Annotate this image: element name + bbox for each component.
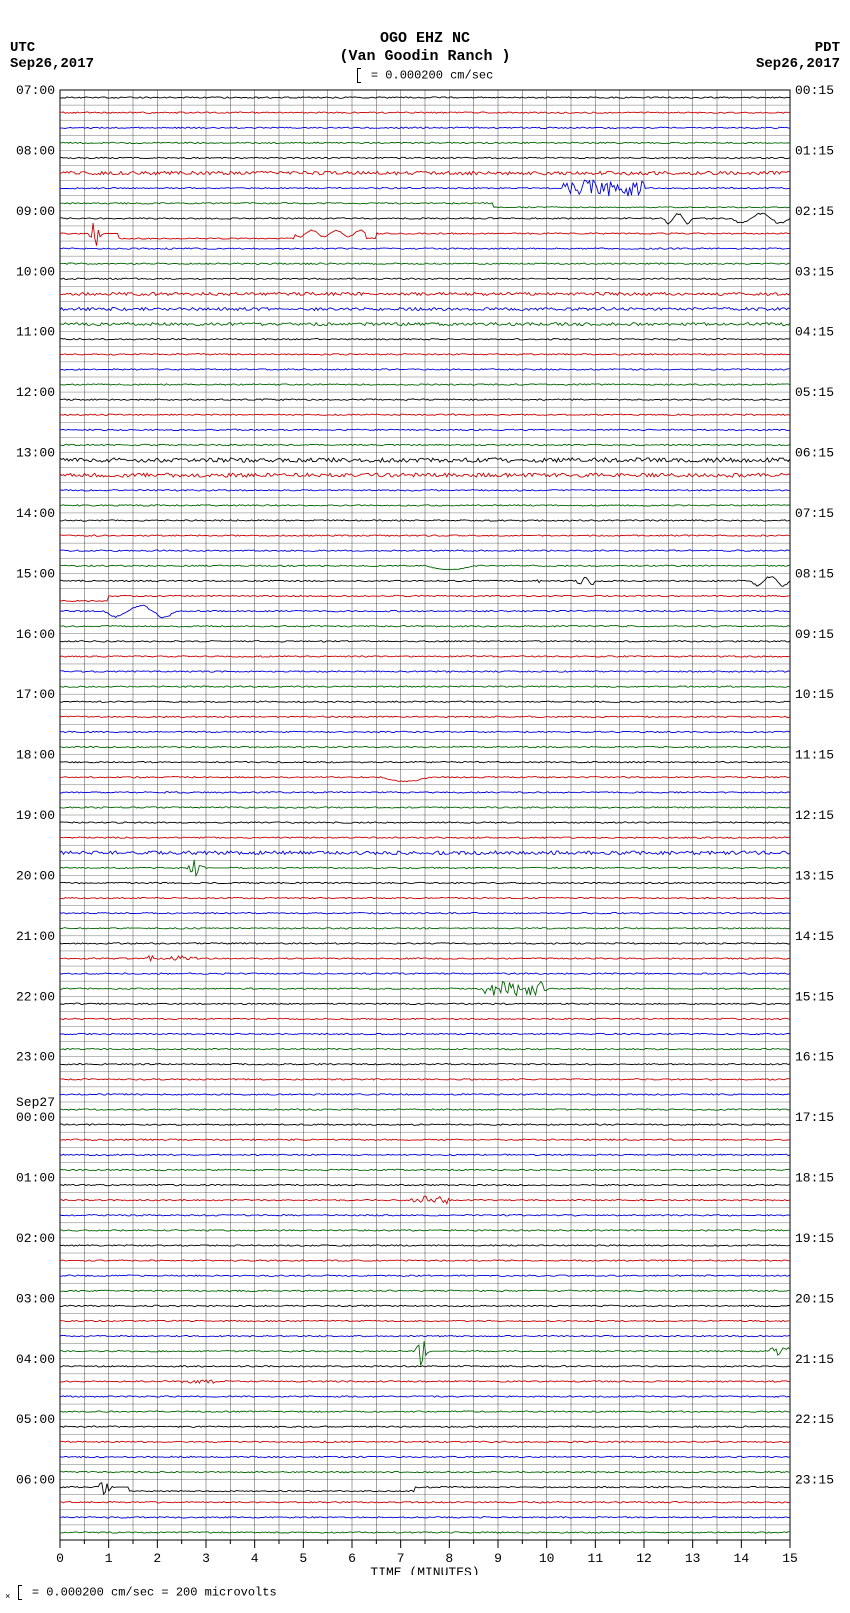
svg-text:02:15: 02:15 [795,204,834,219]
svg-text:12:15: 12:15 [795,808,834,823]
svg-text:11:15: 11:15 [795,748,834,763]
svg-text:12: 12 [636,1551,652,1566]
svg-text:09:00: 09:00 [16,204,55,219]
footer-text: = 0.000200 cm/sec = 200 microvolts [32,1586,277,1600]
svg-text:3: 3 [202,1551,210,1566]
svg-text:04:00: 04:00 [16,1352,55,1367]
svg-text:13: 13 [685,1551,701,1566]
svg-text:18:15: 18:15 [795,1171,834,1186]
svg-text:6: 6 [348,1551,356,1566]
svg-text:01:15: 01:15 [795,143,834,158]
svg-text:11:00: 11:00 [16,325,55,340]
svg-text:22:15: 22:15 [795,1412,834,1427]
svg-text:06:00: 06:00 [16,1473,55,1488]
svg-text:07:00: 07:00 [16,85,55,98]
scale-text: = 0.000200 cm/sec [371,69,493,83]
svg-text:02:00: 02:00 [16,1231,55,1246]
svg-text:18:00: 18:00 [16,748,55,763]
svg-text:15:00: 15:00 [16,566,55,581]
svg-text:10:15: 10:15 [795,687,834,702]
svg-text:08:15: 08:15 [795,566,834,581]
svg-text:20:15: 20:15 [795,1291,834,1306]
svg-text:19:15: 19:15 [795,1231,834,1246]
svg-text:14:00: 14:00 [16,506,55,521]
svg-text:5: 5 [299,1551,307,1566]
svg-text:2: 2 [153,1551,161,1566]
svg-text:06:15: 06:15 [795,446,834,461]
scale-bar-icon [18,1585,22,1600]
svg-text:10: 10 [539,1551,555,1566]
svg-text:05:15: 05:15 [795,385,834,400]
seismogram-chart: 0123456789101112131415TIME (MINUTES)07:0… [0,85,850,1575]
svg-text:17:15: 17:15 [795,1110,834,1125]
svg-text:15: 15 [782,1551,798,1566]
date-right: Sep26,2017 [756,56,840,72]
svg-text:07:15: 07:15 [795,506,834,521]
header: OGO EHZ NC (Van Goodin Ranch ) = 0.00020… [0,0,850,85]
svg-text:14: 14 [734,1551,750,1566]
station-title: OGO EHZ NC [0,30,850,48]
svg-text:10:00: 10:00 [16,264,55,279]
svg-text:23:15: 23:15 [795,1473,834,1488]
svg-text:11: 11 [588,1551,604,1566]
svg-text:13:00: 13:00 [16,446,55,461]
station-subtitle: (Van Goodin Ranch ) [0,48,850,66]
tz-right: PDT [815,40,840,56]
svg-text:7: 7 [397,1551,405,1566]
svg-text:22:00: 22:00 [16,989,55,1004]
svg-text:08:00: 08:00 [16,143,55,158]
svg-text:00:00: 00:00 [16,1110,55,1125]
svg-text:8: 8 [445,1551,453,1566]
svg-text:21:15: 21:15 [795,1352,834,1367]
tz-left: UTC [10,40,35,56]
date-left: Sep26,2017 [10,56,94,72]
svg-text:1: 1 [105,1551,113,1566]
svg-text:03:00: 03:00 [16,1291,55,1306]
svg-text:09:15: 09:15 [795,627,834,642]
svg-text:03:15: 03:15 [795,264,834,279]
svg-text:TIME (MINUTES): TIME (MINUTES) [370,1565,479,1575]
svg-text:0: 0 [56,1551,64,1566]
footer: × = 0.000200 cm/sec = 200 microvolts [0,1575,850,1602]
svg-text:4: 4 [251,1551,259,1566]
svg-text:16:15: 16:15 [795,1050,834,1065]
svg-text:15:15: 15:15 [795,989,834,1004]
seismogram-page: OGO EHZ NC (Van Goodin Ranch ) = 0.00020… [0,0,850,1602]
svg-text:16:00: 16:00 [16,627,55,642]
svg-text:13:15: 13:15 [795,868,834,883]
svg-text:05:00: 05:00 [16,1412,55,1427]
chart-container: 0123456789101112131415TIME (MINUTES)07:0… [0,85,850,1575]
svg-text:19:00: 19:00 [16,808,55,823]
svg-text:04:15: 04:15 [795,325,834,340]
svg-text:20:00: 20:00 [16,868,55,883]
svg-text:9: 9 [494,1551,502,1566]
svg-text:Sep27: Sep27 [16,1095,55,1110]
svg-text:21:00: 21:00 [16,929,55,944]
svg-text:12:00: 12:00 [16,385,55,400]
svg-text:01:00: 01:00 [16,1171,55,1186]
scale-bar-icon [357,68,361,83]
svg-text:14:15: 14:15 [795,929,834,944]
scale-line: = 0.000200 cm/sec [0,68,850,83]
svg-text:17:00: 17:00 [16,687,55,702]
svg-text:23:00: 23:00 [16,1050,55,1065]
svg-text:00:15: 00:15 [795,85,834,98]
